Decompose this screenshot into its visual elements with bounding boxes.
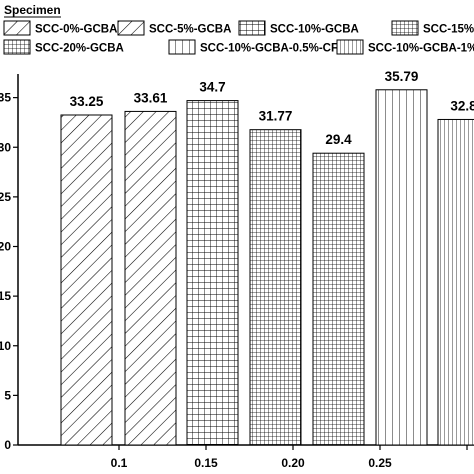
x-tick-label: 0.25 <box>368 456 392 470</box>
y-tick-label: 15 <box>0 289 11 303</box>
data-label: 34.7 <box>199 80 225 95</box>
legend-label: SCC-10%-GCBA <box>270 24 359 36</box>
x-axis: 0.1 0.15 0.20 0.25 <box>111 445 468 470</box>
bar <box>375 89 428 446</box>
legend-entry: SCC-5%-GCBA <box>117 20 231 36</box>
legend-swatch <box>117 20 145 36</box>
bar <box>437 118 474 446</box>
legend-title: Specimen <box>4 3 61 17</box>
legend-label: SCC-10%-GCBA-1% <box>368 43 474 55</box>
legend-entry: SCC-20%-GCBA <box>3 39 124 55</box>
legend-entry: SCC-0%-GCBA <box>3 20 117 36</box>
legend-label: SCC-20%-GCBA <box>35 43 124 55</box>
y-tick-label: 10 <box>0 339 11 353</box>
legend-swatch <box>391 20 419 36</box>
x-tick-label: 0.15 <box>194 456 218 470</box>
y-tick-label: 5 <box>4 388 11 402</box>
legend-entry: SCC-10%-GCBA-1% <box>336 39 474 55</box>
y-tick-label: 0 <box>4 438 11 452</box>
bar <box>312 152 365 446</box>
legend-label: SCC-5%-GCBA <box>149 24 231 36</box>
x-tick-label: 0.20 <box>281 456 305 470</box>
value-labels: 33.25 33.61 34.7 31.77 29.4 35.79 32.8 <box>70 69 474 147</box>
data-label: 33.25 <box>70 94 104 109</box>
y-tick-label: 20 <box>0 240 11 254</box>
legend-swatch <box>168 39 196 55</box>
y-tick-label: 30 <box>0 140 11 154</box>
legend-label: SCC-15% <box>423 24 474 36</box>
y-axis: 0 5 10 15 20 25 30 35 <box>0 91 18 452</box>
data-label: 32.8 <box>450 98 474 113</box>
legend-swatch <box>3 39 31 55</box>
legend-swatch <box>3 20 31 36</box>
bar <box>60 114 113 446</box>
y-tick-label: 35 <box>0 91 11 105</box>
legend-label: SCC-0%-GCBA <box>35 24 117 36</box>
bars <box>60 89 474 446</box>
legend-entry: SCC-10%-GCBA <box>238 20 359 36</box>
y-tick-label: 25 <box>0 190 11 204</box>
legend: Specimen SCC-0%-GCBA SCC-5%-GCBA SCC-10%-G… <box>3 3 474 55</box>
bar <box>124 110 177 446</box>
legend-swatch <box>336 39 364 55</box>
data-label: 31.77 <box>259 109 293 124</box>
legend-label: SCC-10%-GCBA-0.5%-CF <box>200 43 338 55</box>
bar <box>249 129 302 446</box>
data-label: 35.79 <box>385 69 419 84</box>
legend-entry: SCC-10%-GCBA-0.5%-CF <box>168 39 338 55</box>
x-tick-label: 0.1 <box>111 456 128 470</box>
bar <box>186 100 239 446</box>
data-label: 33.61 <box>134 90 168 105</box>
data-label: 29.4 <box>325 132 352 147</box>
legend-entry: SCC-15% <box>391 20 474 36</box>
legend-swatch <box>238 20 266 36</box>
